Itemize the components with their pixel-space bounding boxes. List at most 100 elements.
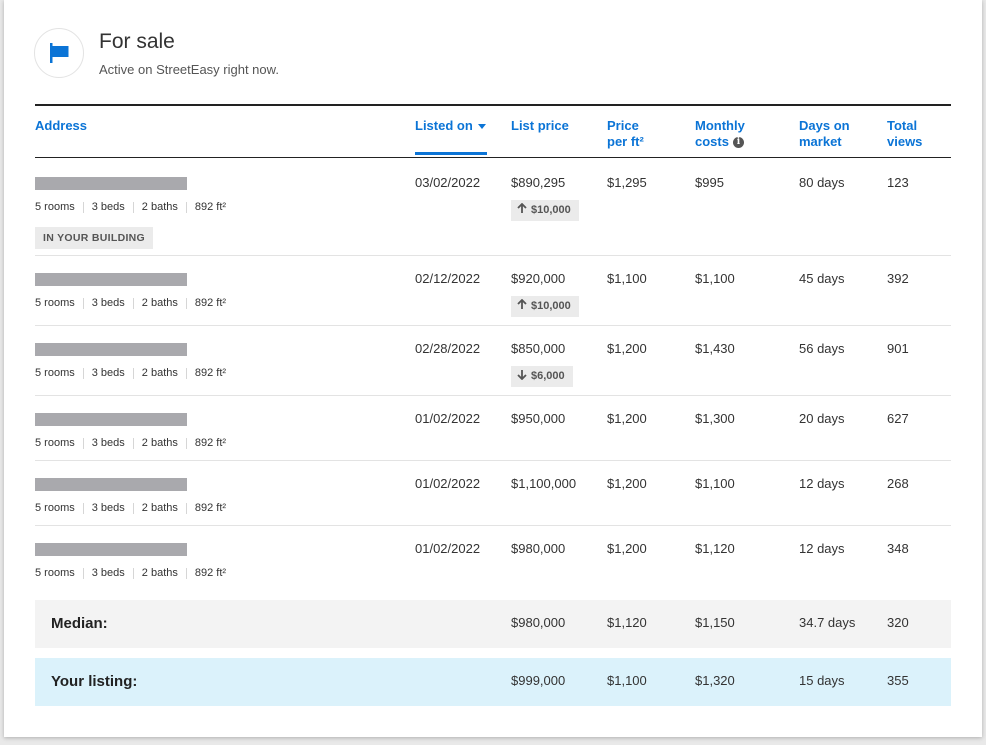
listing-specs: 5 rooms 3 beds 2 baths 892 ft² <box>35 567 226 579</box>
caret-down-icon <box>477 124 486 130</box>
column-header-days-on-market[interactable]: Days on market <box>799 118 850 150</box>
days-line-1: Days on <box>799 118 850 133</box>
price-per-ft-line-1: Price <box>607 118 639 133</box>
price-per-ft-value: $1,295 <box>607 175 647 190</box>
views-line-2: views <box>887 134 923 149</box>
column-header-monthly-costs[interactable]: Monthly costs i <box>695 118 745 150</box>
listed-on-value: 01/02/2022 <box>415 541 481 556</box>
beds-count: 3 beds <box>91 502 125 514</box>
total-views-value: 627 <box>887 411 909 426</box>
price-per-ft-value: $1,100 <box>607 271 647 286</box>
monthly-costs-value: $1,100 <box>695 271 735 286</box>
listed-on-value: 02/28/2022 <box>415 341 481 356</box>
beds-count: 3 beds <box>91 567 125 579</box>
info-icon[interactable]: i <box>732 137 744 149</box>
size-value: 892 ft² <box>194 567 227 579</box>
monthly-costs-value: $1,300 <box>695 411 735 426</box>
monthly-line-2: costs <box>695 134 729 149</box>
table-row[interactable]: 5 rooms 3 beds 2 baths 892 ft² 01/02/2022 $1,… <box>35 460 951 526</box>
divider <box>132 502 134 514</box>
address-redacted[interactable] <box>35 343 187 356</box>
monthly-line-1: Monthly <box>695 118 745 133</box>
days-on-market-value: 56 days <box>799 341 845 356</box>
your-days: 15 days <box>799 673 845 688</box>
total-views-value: 392 <box>887 271 909 286</box>
beds-count: 3 beds <box>91 201 125 213</box>
divider <box>132 367 134 379</box>
listing-specs: 5 rooms 3 beds 2 baths 892 ft² <box>35 502 226 514</box>
median-views: 320 <box>887 615 909 630</box>
for-sale-card: For sale Active on StreetEasy right now.… <box>4 0 982 737</box>
flag-icon <box>50 43 69 63</box>
table-row[interactable]: 5 rooms 3 beds 2 baths 892 ft² 02/12/2022 $92… <box>35 255 951 326</box>
your-listing-row: Your listing: $999,000 $1,100 $1,320 15 … <box>35 658 951 706</box>
days-on-market-value: 20 days <box>799 411 845 426</box>
arrow-up-icon <box>517 202 527 213</box>
your-list-price: $999,000 <box>511 673 566 688</box>
price-change-badge: $10,000 <box>511 296 579 317</box>
table-header: Address Listed on List price Price per f… <box>35 104 951 158</box>
listing-specs: 5 rooms 3 beds 2 baths 892 ft² <box>35 201 226 213</box>
listed-on-value: 03/02/2022 <box>415 175 481 190</box>
rooms-count: 5 rooms <box>35 502 75 514</box>
address-redacted[interactable] <box>35 413 187 426</box>
size-value: 892 ft² <box>194 297 227 309</box>
days-on-market-value: 12 days <box>799 476 845 491</box>
column-header-total-views[interactable]: Total views <box>887 118 922 150</box>
listing-specs: 5 rooms 3 beds 2 baths 892 ft² <box>35 297 226 309</box>
address-redacted[interactable] <box>35 478 187 491</box>
header-icon-circle <box>34 28 84 78</box>
divider <box>132 437 134 449</box>
table-row[interactable]: 5 rooms 3 beds 2 baths 892 ft² 02/28/2022 $85… <box>35 325 951 396</box>
size-value: 892 ft² <box>194 201 227 213</box>
monthly-costs-value: $1,100 <box>695 476 735 491</box>
median-label: Median: <box>51 615 108 632</box>
divider <box>185 567 187 579</box>
views-line-1: Total <box>887 118 918 133</box>
column-header-price-per-ft[interactable]: Price per ft² <box>607 118 644 150</box>
list-price-value: $980,000 <box>511 541 566 556</box>
divider <box>82 201 84 213</box>
price-per-ft-value: $1,200 <box>607 476 647 491</box>
baths-count: 2 baths <box>141 437 178 449</box>
arrow-down-icon <box>517 370 527 381</box>
your-views: 355 <box>887 673 909 688</box>
table-row[interactable]: 5 rooms 3 beds 2 baths 892 ft² 01/02/2022 $98… <box>35 525 951 595</box>
listed-on-value: 01/02/2022 <box>415 476 481 491</box>
listed-on-label: Listed on <box>415 118 473 133</box>
total-views-value: 123 <box>887 175 909 190</box>
table-row[interactable]: 5 rooms 3 beds 2 baths 892 ft² IN YOUR BUILD… <box>35 159 951 256</box>
beds-count: 3 beds <box>91 437 125 449</box>
rooms-count: 5 rooms <box>35 567 75 579</box>
list-price-value: $950,000 <box>511 411 566 426</box>
address-redacted[interactable] <box>35 177 187 190</box>
in-your-building-badge: IN YOUR BUILDING <box>35 227 154 249</box>
median-days: 34.7 days <box>799 615 856 630</box>
median-row: Median: $980,000 $1,120 $1,150 34.7 days… <box>35 600 951 648</box>
page-title: For sale <box>99 30 175 53</box>
divider <box>82 367 84 379</box>
rooms-count: 5 rooms <box>35 437 75 449</box>
list-price-value: $920,000 <box>511 271 566 286</box>
listing-specs: 5 rooms 3 beds 2 baths 892 ft² <box>35 367 226 379</box>
address-redacted[interactable] <box>35 543 187 556</box>
your-price-per-ft: $1,100 <box>607 673 647 688</box>
monthly-costs-value: $1,430 <box>695 341 735 356</box>
listed-on-value: 01/02/2022 <box>415 411 481 426</box>
rooms-count: 5 rooms <box>35 367 75 379</box>
page-subtitle: Active on StreetEasy right now. <box>99 62 279 77</box>
table-row[interactable]: 5 rooms 3 beds 2 baths 892 ft² 01/02/2022 $95… <box>35 395 951 461</box>
column-header-listed-on[interactable]: Listed on <box>415 118 487 155</box>
baths-count: 2 baths <box>141 502 178 514</box>
column-header-address[interactable]: Address <box>35 118 88 133</box>
divider <box>185 502 187 514</box>
days-line-2: market <box>799 134 842 149</box>
price-per-ft-value: $1,200 <box>607 541 647 556</box>
price-change-value: $10,000 <box>531 204 571 216</box>
list-price-value: $1,100,000 <box>511 476 577 491</box>
rooms-count: 5 rooms <box>35 201 75 213</box>
column-header-list-price[interactable]: List price <box>511 118 569 133</box>
address-redacted[interactable] <box>35 273 187 286</box>
divider <box>82 567 84 579</box>
list-price-value: $850,000 <box>511 341 566 356</box>
